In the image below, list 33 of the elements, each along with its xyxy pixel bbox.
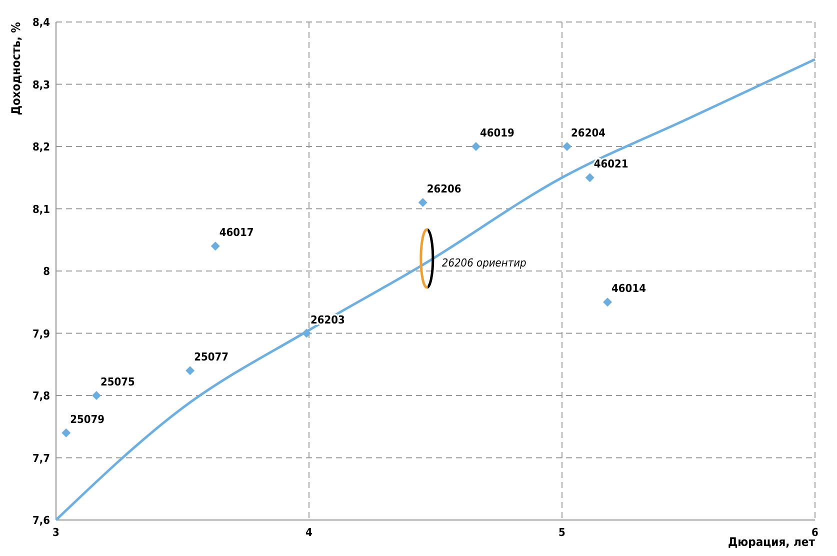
point (418, 198, 428, 208)
point (210, 242, 220, 251)
annotation: 25079 (70, 412, 105, 426)
point (186, 366, 195, 376)
x-tick-label: 3 (52, 526, 60, 539)
point (562, 142, 572, 151)
annotation: 26206 ориентир (442, 256, 526, 270)
y-tick-label: 7,9 (32, 327, 50, 340)
annotation: 25075 (100, 376, 136, 388)
y-tick-label: 7,6 (32, 514, 50, 527)
annotation: 26206 (426, 182, 462, 196)
annotation: 46017 (219, 226, 254, 240)
y-tick-label: 8,3 (32, 78, 50, 92)
point (585, 173, 594, 182)
y-tick-label: 7,8 (32, 390, 50, 402)
x-tick-label: 6 (812, 526, 819, 539)
annotation: 46021 (594, 158, 628, 171)
point (62, 428, 71, 438)
annotation: 26204 (571, 126, 606, 140)
annotation: 25077 (194, 350, 229, 364)
y-axis-title: Доходность, % (9, 22, 23, 116)
point (603, 298, 612, 307)
x-tick-label: 5 (558, 526, 566, 539)
y-tick-label: 8,2 (32, 140, 50, 154)
x-tick-label: 4 (306, 526, 313, 539)
annotation: 46019 (480, 126, 515, 140)
point (92, 391, 101, 400)
y-tick-label: 8,4 (32, 16, 50, 29)
y-tick-label: 8,1 (32, 202, 50, 216)
y-tick-label: 8 (43, 265, 50, 278)
point (471, 142, 480, 151)
annotation: 46014 (612, 282, 646, 296)
y-tick-label: 7,7 (32, 452, 50, 465)
